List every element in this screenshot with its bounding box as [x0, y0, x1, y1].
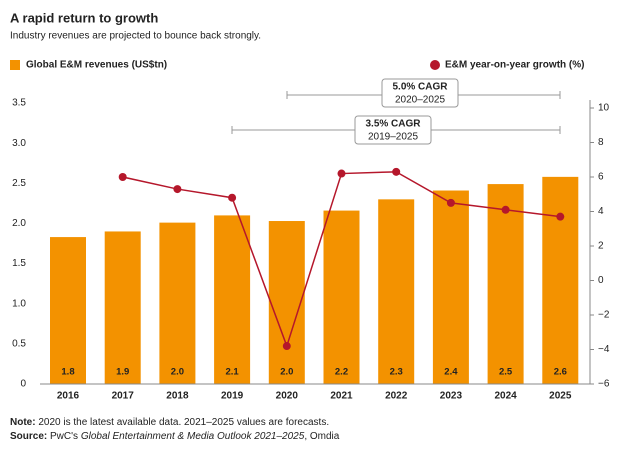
annotation-box: [381, 78, 459, 108]
y2-tick-label: 10: [598, 103, 610, 114]
growth-point: [118, 173, 127, 181]
source-before: PwC's: [50, 431, 78, 442]
note-text: 2020 is the latest available data. 2021–…: [38, 417, 329, 428]
value-label: 2.4: [444, 367, 458, 378]
bar: [323, 210, 360, 384]
y2-tick-label: 0: [598, 275, 604, 286]
y-tick-label: 3.0: [12, 138, 26, 149]
bar: [268, 221, 305, 384]
growth-point: [556, 212, 565, 221]
growth-point: [392, 167, 401, 176]
y2-tick-label: 8: [598, 137, 604, 148]
x-tick-label: 2023: [440, 391, 463, 402]
growth-point: [282, 342, 291, 351]
y-tick-label: 0: [20, 379, 26, 390]
annotation-box: [354, 115, 432, 145]
bar: [159, 222, 196, 384]
bar: [378, 199, 415, 384]
growth-point: [173, 185, 182, 194]
x-tick-label: 2019: [221, 391, 244, 402]
x-tick-label: 2021: [330, 391, 353, 402]
y-tick-label: 1.5: [12, 258, 26, 269]
value-label: 2.1: [225, 367, 239, 378]
bar: [542, 176, 579, 384]
bar: [104, 231, 141, 384]
y2-tick-label: −6: [598, 379, 610, 390]
value-label: 2.2: [335, 367, 348, 378]
y-tick-label: 1.0: [12, 298, 26, 309]
value-label: 1.9: [116, 367, 129, 378]
source-after: , Omdia: [304, 431, 339, 442]
value-label: 2.5: [499, 367, 513, 378]
y2-tick-label: −4: [598, 344, 610, 355]
growth-point: [337, 169, 346, 178]
annotation-title: 3.5% CAGR: [365, 119, 421, 130]
growth-point: [228, 193, 237, 202]
growth-point: [446, 198, 455, 207]
source: Source: PwC's Global Entertainment & Med…: [10, 431, 340, 442]
value-label: 1.8: [61, 367, 74, 378]
note-label: Note:: [10, 417, 36, 428]
source-label: Source:: [10, 431, 47, 442]
y2-tick-label: −2: [598, 310, 610, 321]
y2-tick-label: 6: [598, 172, 604, 183]
legend-swatch: [430, 60, 440, 70]
x-tick-label: 2024: [494, 391, 517, 402]
chart-title: A rapid return to growth: [10, 10, 158, 25]
bar: [50, 237, 86, 384]
value-label: 2.0: [280, 367, 293, 378]
annotation-period: 2019–2025: [368, 132, 418, 143]
y-tick-label: 2.5: [12, 178, 26, 189]
legend-label: E&M year-on-year growth (%): [445, 60, 584, 71]
bar: [487, 184, 524, 384]
y2-tick-label: 4: [598, 206, 604, 217]
x-tick-label: 2018: [166, 391, 189, 402]
growth-point: [501, 205, 510, 214]
source-title: Global Entertainment & Media Outlook 202…: [81, 431, 305, 442]
x-tick-label: 2017: [112, 391, 135, 402]
x-tick-label: 2020: [276, 391, 299, 402]
note: Note: 2020 is the latest available data.…: [10, 417, 329, 428]
x-tick-label: 2022: [385, 391, 408, 402]
y-tick-label: 3.5: [12, 98, 26, 109]
annotation-title: 5.0% CAGR: [392, 82, 448, 93]
bar: [432, 190, 469, 384]
legend-swatch: [10, 60, 20, 70]
legend-label: Global E&M revenues (US$tn): [26, 60, 167, 71]
value-label: 2.3: [390, 367, 403, 378]
y-tick-label: 0.5: [12, 338, 26, 349]
chart-subtitle: Industry revenues are projected to bounc…: [10, 31, 261, 42]
annotation-period: 2020–2025: [395, 95, 445, 106]
x-tick-label: 2025: [549, 391, 572, 402]
bar: [214, 215, 251, 384]
x-tick-label: 2016: [57, 391, 80, 402]
value-label: 2.0: [171, 367, 184, 378]
y-tick-label: 2.0: [12, 218, 26, 229]
y2-tick-label: 2: [598, 241, 604, 252]
value-label: 2.6: [554, 367, 567, 378]
